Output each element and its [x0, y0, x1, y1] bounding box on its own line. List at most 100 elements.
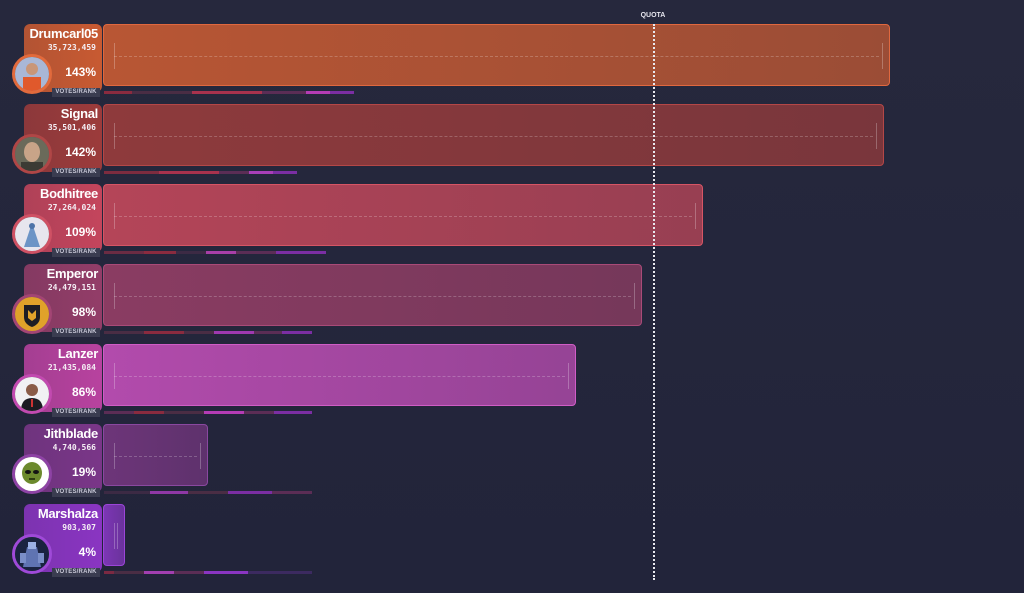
chart-row: Signal 35,501,406 142% VOTES/RANK — [0, 104, 1024, 182]
progress-segment — [272, 491, 312, 494]
chart-row: Marshalza 903,307 4% VOTES/RANK — [0, 504, 1024, 582]
progress-segment — [134, 411, 164, 414]
progress-segment — [176, 251, 206, 254]
bar-tick-left — [114, 523, 115, 549]
bar-guide-line — [114, 136, 873, 137]
progress-segment — [254, 331, 282, 334]
votes-label: 27,264,024 — [47, 203, 96, 212]
bar-guide-line — [114, 216, 692, 217]
bar-tick-right — [117, 523, 118, 549]
progress-segment — [104, 251, 144, 254]
percent-label: 98% — [71, 305, 96, 319]
votes-label: 35,501,406 — [47, 123, 96, 132]
progress-segment — [214, 331, 254, 334]
progress-segment — [228, 491, 272, 494]
progress-segment — [104, 91, 132, 94]
bar — [103, 264, 642, 326]
category-label: Lanzer — [57, 346, 98, 361]
votes-label: 4,740,566 — [52, 443, 96, 452]
bar-tick-left — [114, 43, 115, 69]
rank-progress-strip — [104, 331, 312, 334]
category-label: Signal — [60, 106, 99, 121]
rank-progress-strip — [104, 571, 312, 574]
category-label: Marshalza — [37, 506, 98, 521]
votes-rank-tag: VOTES/RANK — [52, 88, 100, 97]
progress-segment — [104, 171, 159, 174]
votes-rank-tag: VOTES/RANK — [52, 568, 100, 577]
bar — [103, 184, 703, 246]
man-portrait-icon — [12, 134, 52, 174]
rank-progress-strip — [104, 251, 326, 254]
progress-segment — [248, 571, 312, 574]
chart-row: Jithblade 4,740,566 19% VOTES/RANK — [0, 424, 1024, 502]
votes-label: 24,479,151 — [47, 283, 96, 292]
bar-tick-right — [199, 443, 201, 469]
progress-segment — [276, 251, 326, 254]
progress-segment — [273, 171, 297, 174]
percent-label: 109% — [65, 225, 96, 239]
progress-segment — [249, 171, 273, 174]
percent-label: 143% — [65, 65, 96, 79]
category-label: Emperor — [46, 266, 99, 281]
bar-tick-left — [114, 363, 115, 389]
progress-segment — [204, 571, 248, 574]
rank-progress-strip — [104, 491, 312, 494]
bar-guide-line — [114, 56, 879, 57]
progress-segment — [104, 571, 114, 574]
quota-label: QUOTA — [640, 12, 666, 19]
progress-segment — [104, 411, 134, 414]
bar-tick-left — [114, 443, 115, 469]
percent-label: 4% — [78, 545, 96, 559]
progress-segment — [144, 331, 184, 334]
progress-segment — [330, 91, 354, 94]
bar-guide-line — [114, 456, 197, 457]
rank-progress-strip — [104, 91, 354, 94]
alien-face-icon — [12, 454, 52, 494]
progress-segment — [104, 491, 150, 494]
progress-segment — [219, 171, 249, 174]
progress-segment — [262, 91, 306, 94]
progress-segment — [192, 91, 262, 94]
quota-line — [653, 24, 655, 580]
shield-logo-icon — [12, 294, 52, 334]
progress-segment — [282, 331, 312, 334]
votes-rank-tag: VOTES/RANK — [52, 408, 100, 417]
bar — [103, 424, 208, 486]
bar-tick-left — [114, 123, 115, 149]
progress-segment — [114, 571, 144, 574]
bar-tick-right — [881, 43, 883, 69]
progress-segment — [274, 411, 312, 414]
progress-segment — [204, 411, 244, 414]
bar — [103, 104, 884, 166]
bar — [103, 24, 890, 86]
blue-figure-icon — [12, 214, 52, 254]
percent-label: 142% — [65, 145, 96, 159]
bar-tick-right — [568, 363, 569, 389]
percent-label: 19% — [71, 465, 96, 479]
bar-tick-right — [876, 123, 877, 149]
bar-guide-line — [114, 296, 631, 297]
progress-segment — [174, 571, 204, 574]
chart-row: Bodhitree 27,264,024 109% VOTES/RANK — [0, 184, 1024, 262]
progress-segment — [159, 171, 219, 174]
progress-segment — [164, 411, 204, 414]
votes-rank-tag: VOTES/RANK — [52, 328, 100, 337]
votes-rank-tag: VOTES/RANK — [52, 248, 100, 257]
progress-segment — [132, 91, 192, 94]
man-suit-icon — [12, 374, 52, 414]
bar-tick-right — [694, 203, 696, 229]
progress-segment — [206, 251, 236, 254]
progress-segment — [236, 251, 276, 254]
bar-tick-left — [114, 203, 115, 229]
category-label: Drumcarl05 — [29, 26, 98, 41]
man-orange-shirt-icon — [12, 54, 52, 94]
bar-guide-line — [114, 376, 565, 377]
bar-tick-right — [634, 283, 635, 309]
chart-row: Drumcarl05 35,723,459 143% VOTES/RANK — [0, 24, 1024, 102]
chart-row: Lanzer 21,435,084 86% VOTES/RANK — [0, 344, 1024, 422]
votes-rank-tag: VOTES/RANK — [52, 488, 100, 497]
chart-row: Emperor 24,479,151 98% VOTES/RANK — [0, 264, 1024, 342]
progress-segment — [144, 571, 174, 574]
progress-segment — [188, 491, 228, 494]
